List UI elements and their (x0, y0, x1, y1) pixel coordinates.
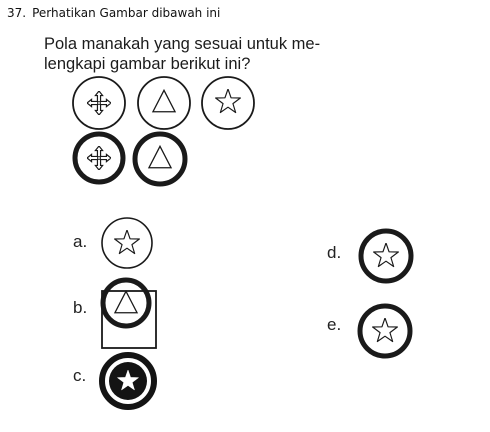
option-a-label[interactable]: a. (73, 232, 88, 251)
star-icon (215, 89, 241, 114)
cross-arrows-icon (87, 91, 111, 115)
pattern-row-2 (72, 131, 188, 187)
option-d-figure[interactable] (358, 228, 414, 284)
question-prompt: Pola manakah yang sesuai untuk me- lengk… (44, 34, 344, 74)
star-icon (372, 318, 398, 343)
option-e-figure[interactable] (357, 303, 413, 359)
pattern-cross-thick (72, 131, 126, 185)
triangle-icon (148, 145, 172, 169)
pattern-star-thin (201, 76, 255, 130)
star-icon (373, 243, 399, 268)
question-heading: 37. Perhatikan Gambar dibawah ini (7, 6, 220, 20)
option-b-figure[interactable] (100, 277, 157, 349)
option-e-label[interactable]: e. (327, 315, 342, 334)
pattern-row-1 (72, 76, 255, 130)
pattern-triangle-thick (132, 131, 188, 187)
cross-arrows-icon (87, 146, 111, 170)
prompt-line-2: lengkapi gambar berikut ini? (44, 55, 251, 73)
triangle-icon (152, 89, 176, 113)
pattern-cross-thin (72, 76, 126, 130)
option-a-figure[interactable] (101, 217, 153, 269)
option-c-figure[interactable] (99, 352, 157, 410)
option-d-label[interactable]: d. (327, 243, 342, 262)
option-b-label[interactable]: b. (73, 298, 88, 317)
option-c-label[interactable]: c. (73, 366, 87, 385)
question-instruction: Perhatikan Gambar dibawah ini (32, 6, 221, 20)
prompt-line-1: Pola manakah yang sesuai untuk me- (44, 35, 321, 53)
question-number: 37. (7, 6, 27, 20)
triangle-icon (114, 290, 138, 314)
star-icon (114, 230, 140, 255)
pattern-triangle-thin (137, 76, 191, 130)
